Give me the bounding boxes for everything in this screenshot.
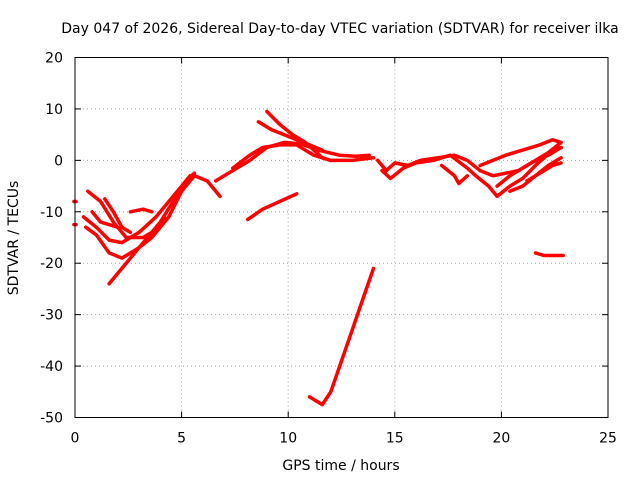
series-track-g xyxy=(90,210,120,229)
y-tick-label: 20 xyxy=(45,51,63,67)
series-track-r xyxy=(495,140,563,188)
x-tick-label: 10 xyxy=(279,431,297,447)
y-tick-label: -20 xyxy=(40,256,63,272)
series-track-e xyxy=(103,197,133,235)
series-track-i xyxy=(256,120,325,152)
y-tick-label: -10 xyxy=(40,205,63,221)
chart-title: Day 047 of 2026, Sidereal Day-to-day VTE… xyxy=(61,21,618,37)
series-track-p xyxy=(439,163,470,186)
series-track-k xyxy=(231,143,376,170)
x-tick-label: 15 xyxy=(386,431,404,447)
y-tick-label: 0 xyxy=(54,153,63,169)
y-tick-label: -30 xyxy=(40,308,63,324)
series-track-q xyxy=(478,138,563,168)
x-axis-label: GPS time / hours xyxy=(282,458,399,474)
series-track-f xyxy=(128,207,154,214)
y-tick-label: -50 xyxy=(40,411,63,427)
series-track-m xyxy=(307,266,376,407)
x-tick-label: 5 xyxy=(177,431,186,447)
x-axis: 0 5 10 15 20 25 xyxy=(71,57,617,447)
series-layer xyxy=(72,109,565,407)
series-track-d xyxy=(107,171,197,286)
y-axis-label: SDTVAR / TECUs xyxy=(6,181,22,296)
series-track-o xyxy=(380,145,563,199)
y-tick-label: -40 xyxy=(40,359,63,375)
y-tick-label: 10 xyxy=(45,102,63,118)
series-track-a xyxy=(81,174,192,245)
x-tick-label: 0 xyxy=(71,431,80,447)
series-track-t xyxy=(525,161,563,183)
series-track-l xyxy=(245,192,299,222)
plot-frame xyxy=(74,57,609,418)
y-axis: -50 -40 -30 -20 -10 0 10 20 xyxy=(40,51,608,427)
series-track-u xyxy=(533,251,565,258)
x-tick-label: 20 xyxy=(492,431,510,447)
series-track-c xyxy=(83,174,222,260)
x-tick-label: 25 xyxy=(599,431,617,447)
series-track-j xyxy=(265,109,333,163)
grid-lines xyxy=(75,57,608,418)
